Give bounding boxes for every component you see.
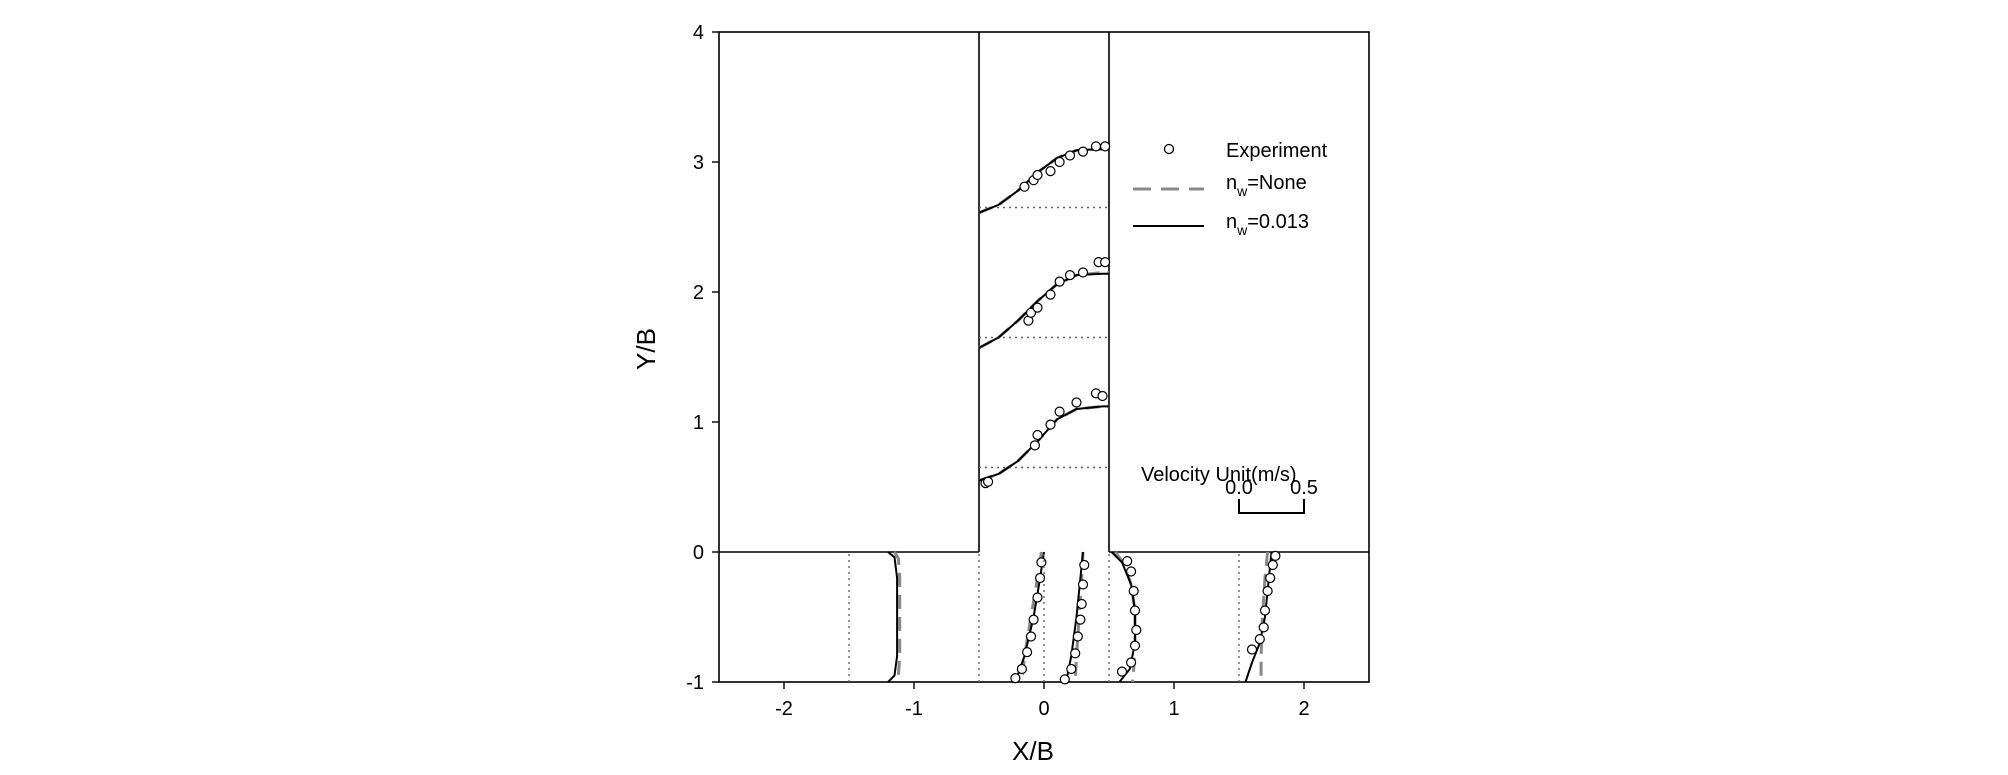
experiment-point xyxy=(1077,267,1089,278)
experiment-point xyxy=(982,476,994,487)
experiment-point xyxy=(1128,585,1139,597)
experiment-point xyxy=(1071,397,1082,408)
experiment-point xyxy=(1025,307,1037,318)
experiment-point xyxy=(1246,644,1258,655)
experiment-point xyxy=(1262,585,1273,597)
velocity-scale-bracket xyxy=(1238,499,1305,514)
experiment-point xyxy=(1045,289,1056,300)
x-tick-label: -2 xyxy=(775,698,793,720)
experiment-point xyxy=(1025,631,1037,642)
experiment-point xyxy=(1129,605,1141,616)
experiment-point xyxy=(1010,672,1021,684)
experiment-point xyxy=(1099,141,1111,152)
experiment-point xyxy=(1254,633,1265,645)
experiment-point xyxy=(1076,598,1087,610)
experiment-point xyxy=(1032,592,1043,603)
y-tick-label: 1 xyxy=(693,412,704,434)
experiment-point xyxy=(1064,270,1076,281)
experiment-point xyxy=(1259,605,1271,616)
axis-layer: -2 -1 0 1 2 -1 0 1 2 3 4 xyxy=(686,22,1309,720)
x-tick-label: -1 xyxy=(905,698,923,720)
data-layer xyxy=(848,141,1281,685)
y-tick-label: 0 xyxy=(693,542,704,564)
legend-item-nw-none: nw=None xyxy=(1133,172,1307,199)
experiment-point xyxy=(1122,555,1133,567)
legend-item-nw-0013: nw=0.013 xyxy=(1133,211,1309,238)
experiment-point xyxy=(1045,419,1056,430)
x-axis-title: X/B xyxy=(1012,736,1054,766)
experiment-point xyxy=(1097,390,1108,402)
experiment-point xyxy=(1045,166,1056,177)
experiment-point xyxy=(1032,169,1043,181)
y-tick-label: -1 xyxy=(686,672,704,694)
legend-marker-experiment xyxy=(1163,143,1175,155)
experiment-point xyxy=(1054,406,1065,417)
experiment-point xyxy=(1125,657,1137,668)
velocity-scale: Velocity Unit(m/s) 0.0 0.5 xyxy=(1141,464,1318,514)
x-tick-label: 1 xyxy=(1168,698,1179,720)
experiment-point xyxy=(1125,566,1137,577)
x-tick-label: 0 xyxy=(1038,698,1049,720)
series-nw-none-12 xyxy=(1114,551,1137,683)
y-tick-label: 4 xyxy=(693,22,704,44)
experiment-point xyxy=(1054,276,1065,287)
legend-label-experiment: Experiment xyxy=(1226,140,1328,162)
experiment-point xyxy=(1079,559,1090,571)
experiment-point xyxy=(1034,572,1046,584)
experiment-point xyxy=(1064,150,1076,161)
legend-label-nw-0013: nw=0.013 xyxy=(1226,211,1309,238)
y-axis-title: Y/B xyxy=(631,328,661,370)
experiment-point xyxy=(1054,156,1065,168)
experiment-point xyxy=(1016,663,1028,675)
series-nw-0013-2 xyxy=(887,551,899,683)
experiment-point xyxy=(1267,559,1278,571)
legend-label-nw-none: nw=None xyxy=(1226,172,1307,199)
x-tick-label: 2 xyxy=(1298,698,1309,720)
experiment-point xyxy=(1077,146,1089,157)
experiment-point xyxy=(1021,646,1033,658)
experiment-point xyxy=(1019,181,1030,192)
experiment-point xyxy=(1131,624,1142,636)
legend-item-experiment: Experiment xyxy=(1163,140,1328,162)
experiment-point xyxy=(1129,640,1141,651)
experiment-point xyxy=(1029,440,1041,451)
series-nw-none-16 xyxy=(1259,551,1270,682)
experiment-point xyxy=(1032,429,1043,441)
experiment-point xyxy=(1070,648,1081,659)
y-tick-label: 2 xyxy=(693,282,704,304)
series-nw-0013-21 xyxy=(978,405,1109,482)
experiment-point xyxy=(1077,579,1089,590)
series-nw-none-1 xyxy=(893,551,902,683)
y-tick-label: 3 xyxy=(693,152,704,174)
experiment-point xyxy=(1036,557,1047,568)
experiment-point xyxy=(1090,141,1102,152)
experiment-point xyxy=(1072,631,1083,642)
velocity-scale-left-label: 0.0 xyxy=(1225,477,1253,499)
experiment-point xyxy=(1066,663,1077,675)
experiment-point xyxy=(1270,550,1281,562)
velocity-scale-title: Velocity Unit(m/s) xyxy=(1141,464,1297,486)
experiment-point xyxy=(1116,666,1128,677)
legend: Experiment nw=None nw=0.013 xyxy=(1133,140,1328,238)
velocity-scale-right-label: 0.5 xyxy=(1290,477,1318,499)
experiment-point xyxy=(1028,614,1039,625)
experiment-point xyxy=(1032,302,1043,313)
series-nw-none-8 xyxy=(1073,551,1085,683)
experiment-point xyxy=(1059,674,1070,685)
experiment-point xyxy=(1265,572,1276,584)
experiment-point xyxy=(1075,614,1086,625)
experiment-point xyxy=(1258,622,1269,633)
experiment-point xyxy=(1099,257,1111,268)
